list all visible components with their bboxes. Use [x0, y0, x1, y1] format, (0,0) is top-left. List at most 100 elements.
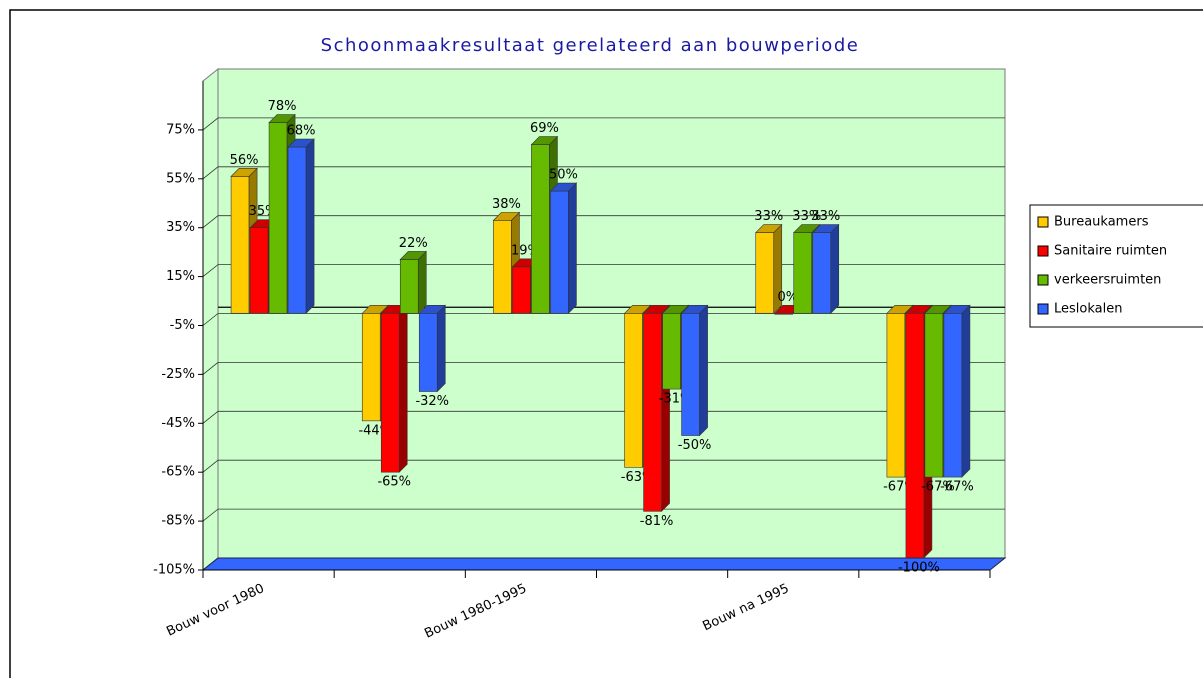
grid-line	[202, 166, 1005, 180]
legend-label: Leslokalen	[1054, 302, 1122, 317]
legend-swatch	[1037, 245, 1049, 257]
value-label: 33%	[792, 209, 821, 224]
bar-front	[681, 312, 700, 436]
bar-front	[418, 312, 438, 392]
value-label: 0%	[777, 290, 798, 305]
value-label: 56%	[230, 153, 259, 168]
bar-front	[399, 259, 419, 314]
floor	[201, 557, 1007, 571]
bar-front	[943, 312, 963, 478]
y-tick-label: -85%	[161, 514, 195, 529]
bar-top	[268, 114, 296, 123]
bar-front	[793, 232, 813, 314]
bar	[812, 223, 840, 314]
grid-line	[202, 313, 1005, 326]
bar-front	[380, 312, 400, 473]
grid-line	[202, 117, 1005, 131]
bar-front	[287, 146, 307, 314]
bar-top	[623, 304, 652, 314]
value-label: 22%	[399, 236, 428, 251]
bar	[399, 250, 427, 314]
y-tick-label: 55%	[166, 171, 195, 186]
grid-line	[202, 410, 1005, 424]
bar-side	[961, 304, 971, 478]
bar-top	[492, 212, 521, 221]
bar-front	[550, 190, 569, 314]
y-tick-label: 35%	[166, 220, 195, 235]
value-label: 50%	[549, 168, 578, 183]
value-label: -100%	[898, 560, 940, 575]
bar-top	[549, 182, 578, 192]
bar-top	[418, 304, 446, 314]
value-label: 68%	[287, 124, 316, 139]
value-label: 69%	[530, 121, 559, 136]
y-tick-label: 75%	[166, 122, 195, 137]
bar-top	[399, 251, 427, 260]
grid-line	[202, 459, 1005, 473]
value-label: -32%	[415, 394, 449, 409]
y-tick-label: -105%	[153, 563, 195, 578]
bar-side	[830, 223, 840, 314]
bar-top	[642, 304, 671, 314]
bar-top	[680, 304, 709, 314]
legend-swatch	[1037, 216, 1049, 228]
y-tick-label: -25%	[161, 367, 195, 382]
value-label: 33%	[811, 209, 840, 224]
legend-swatch	[1037, 303, 1049, 315]
value-label: -67%	[940, 480, 974, 495]
bar	[418, 304, 446, 393]
value-label: -50%	[678, 438, 712, 453]
legend-swatch	[1037, 274, 1049, 286]
legend-label: Sanitaire ruimten	[1054, 244, 1167, 259]
bar-side	[436, 304, 446, 393]
bar-top	[793, 224, 821, 233]
bar	[943, 304, 971, 478]
bar-front	[662, 312, 681, 390]
bar	[755, 223, 783, 314]
chart-title: Schoonmaakresultaat gerelateerd aan bouw…	[321, 35, 860, 56]
bar-front	[812, 232, 832, 314]
value-label: 38%	[492, 197, 521, 212]
value-label: -81%	[640, 514, 674, 529]
bar-side	[699, 304, 708, 437]
bar-top	[230, 168, 258, 177]
bar-side	[398, 304, 408, 473]
bar-top	[943, 304, 971, 314]
legend-box	[1029, 204, 1203, 328]
bar-top	[905, 304, 933, 314]
value-label: 78%	[268, 99, 297, 114]
bar-top	[661, 304, 690, 314]
bar-top	[287, 138, 315, 148]
bar	[380, 304, 408, 473]
legend-label: verkeersruimten	[1054, 273, 1161, 288]
legend-label: Bureaukamers	[1054, 215, 1149, 230]
bar-front	[249, 227, 269, 314]
bar-front	[643, 312, 662, 512]
bar-front	[512, 266, 531, 314]
bar-front	[624, 312, 643, 468]
bar-front	[230, 176, 250, 314]
bar-side	[305, 138, 315, 314]
y-tick-label: 15%	[166, 269, 195, 284]
grid-line	[202, 264, 1005, 277]
bar-side	[568, 182, 577, 314]
value-label: 33%	[754, 209, 783, 224]
grid-line	[202, 508, 1005, 522]
value-label: -65%	[377, 475, 411, 490]
bar-front	[886, 312, 906, 478]
bar	[287, 138, 315, 314]
bar-front	[268, 122, 288, 314]
bar-top	[361, 304, 389, 314]
bar-top	[530, 136, 559, 145]
bar-front	[361, 312, 381, 422]
bar-front	[755, 232, 775, 314]
bar-top	[886, 304, 914, 314]
y-tick-label: -5%	[170, 318, 195, 333]
bar-top	[755, 224, 783, 233]
y-tick-label: -65%	[161, 465, 195, 480]
bar-front	[924, 312, 944, 478]
bar-side	[417, 250, 427, 314]
value-label: -67%	[921, 480, 955, 495]
bar-top	[924, 304, 952, 314]
